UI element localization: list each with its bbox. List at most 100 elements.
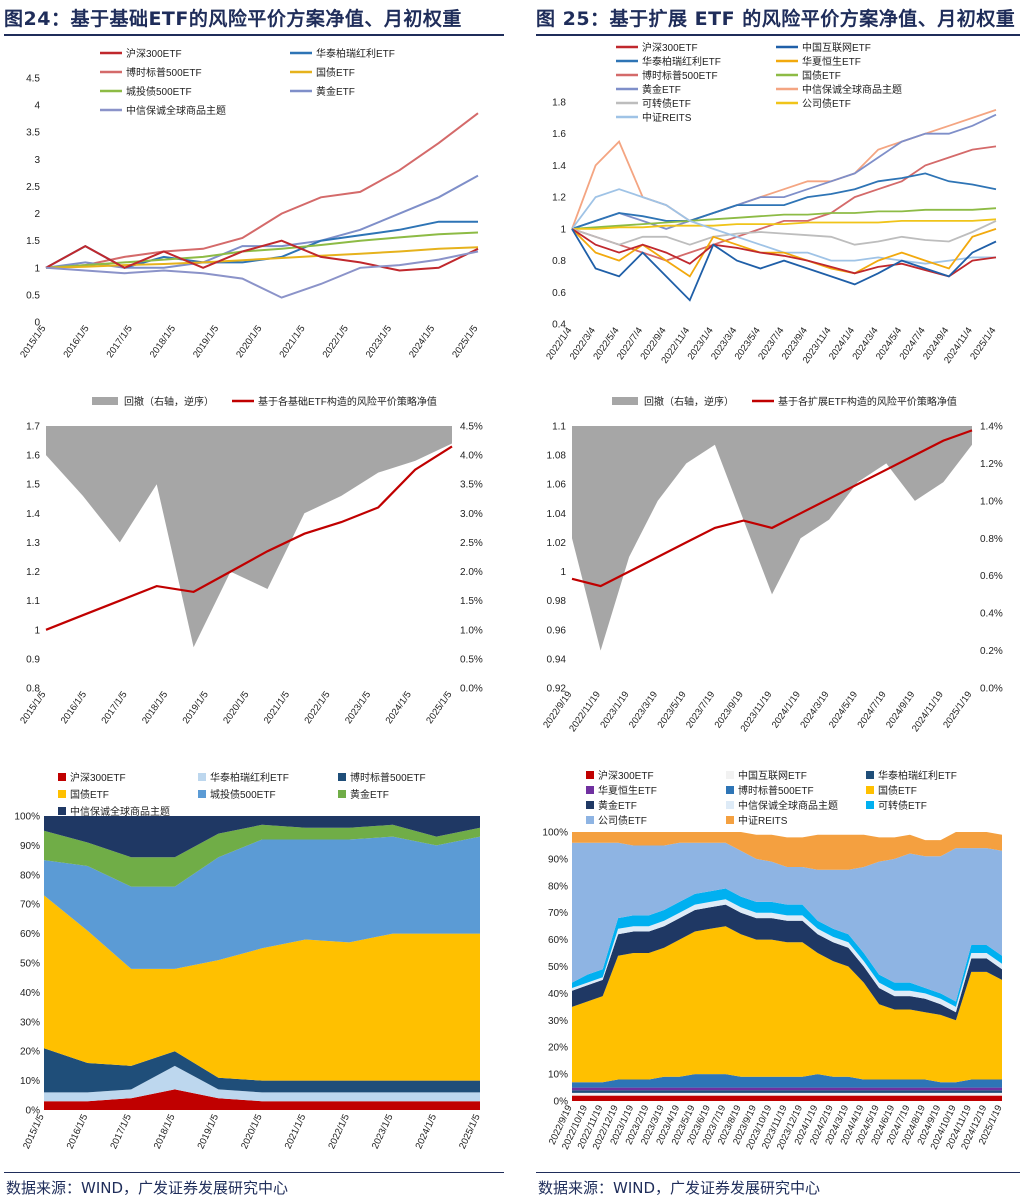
legend-swatch xyxy=(726,801,734,809)
x-tick-label: 2017/1/5 xyxy=(99,689,129,726)
y-tick-label: 80% xyxy=(20,870,40,881)
y-tick-label: 3.5 xyxy=(26,128,40,139)
legend-label: 国债ETF xyxy=(70,788,109,801)
legend-swatch xyxy=(92,397,118,405)
x-tick-label: 2022/1/5 xyxy=(326,1113,352,1151)
legend-swatch xyxy=(58,807,66,815)
stack-area xyxy=(572,1074,1002,1088)
y-tick-label: 3 xyxy=(34,155,40,166)
y-tick-label: 1.1 xyxy=(552,422,566,433)
series-line xyxy=(45,174,479,269)
x-tick-label: 2016/1/5 xyxy=(61,323,91,360)
stack-area xyxy=(572,832,1002,870)
y-tick-label: 0.4% xyxy=(980,609,1003,620)
legend-label: 博时标普500ETF xyxy=(642,69,718,82)
legend-swatch xyxy=(198,790,206,798)
stack-area xyxy=(44,895,480,1081)
legend-label: 华夏恒生ETF xyxy=(598,784,657,797)
series-line xyxy=(571,228,997,278)
y-tick-label: 0.2% xyxy=(980,646,1003,657)
legend-label: 基于各扩展ETF构造的风险平价策略净值 xyxy=(778,395,957,408)
y-tick-label: 0% xyxy=(554,1097,569,1108)
x-tick-label: 2018/1/5 xyxy=(152,1113,178,1151)
x-tick-label: 2023/1/5 xyxy=(364,323,394,360)
y-tick-label: 4.5% xyxy=(460,422,483,433)
y-tick-label: 90% xyxy=(548,854,568,865)
chart-left-weights: 沪深300ETF 华泰柏瑞红利ETF 博时标普500ETF 国债ETF 城投债500ET… xyxy=(14,771,483,1151)
nav-line xyxy=(45,445,453,631)
x-tick-label: 2020/1/5 xyxy=(221,689,251,726)
y-tick-label: 60% xyxy=(548,935,568,946)
y-tick-label: 0.98 xyxy=(547,596,567,607)
legend-label: 公司债ETF xyxy=(598,814,647,827)
series-line xyxy=(571,228,997,278)
y-tick-label: 1.0% xyxy=(460,625,483,636)
y-tick-label: 2.5 xyxy=(26,182,40,193)
y-tick-label: 1.06 xyxy=(547,480,567,491)
x-tick-label: 2022/1/5 xyxy=(321,323,351,360)
y-tick-label: 100% xyxy=(14,812,40,823)
x-tick-label: 2017/1/5 xyxy=(108,1113,134,1151)
y-tick-label: 70% xyxy=(20,900,40,911)
y-tick-label: 3.0% xyxy=(460,509,483,520)
stack-area xyxy=(44,816,480,858)
right-footer-rule xyxy=(536,1172,1020,1173)
series-line xyxy=(45,246,479,269)
y-tick-label: 0.96 xyxy=(547,625,567,636)
series-line xyxy=(571,113,997,230)
y-tick-label: 1.7 xyxy=(26,422,40,433)
legend-swatch xyxy=(866,771,874,779)
legend-label: 回撤（右轴，逆序） xyxy=(644,395,734,408)
x-tick-label: 2025/1/5 xyxy=(457,1113,483,1151)
stack-area xyxy=(572,1087,1002,1091)
y-tick-label: 0.0% xyxy=(980,684,1003,695)
y-tick-label: 1.2 xyxy=(26,567,40,578)
stack-area xyxy=(44,1089,480,1110)
x-tick-label: 2024/1/5 xyxy=(384,689,414,726)
legend-label: 沪深300ETF xyxy=(642,41,698,54)
y-tick-label: 1.5 xyxy=(26,236,40,247)
drawdown-area xyxy=(46,426,452,648)
y-tick-label: 20% xyxy=(548,1043,568,1054)
chart-right-nav-etfs: 沪深300ETF 中国互联网ETF 华泰柏瑞红利ETF 华夏恒生ETF 博时标普500E… xyxy=(544,41,998,366)
y-tick-label: 0.0% xyxy=(460,684,483,695)
legend-swatch xyxy=(586,786,594,794)
y-tick-label: 1.2% xyxy=(980,459,1003,470)
legend-label: 黄金ETF xyxy=(350,788,389,801)
y-tick-label: 1 xyxy=(560,224,566,235)
legend-swatch xyxy=(338,773,346,781)
legend-swatch xyxy=(612,397,638,405)
y-tick-label: 1.2 xyxy=(552,193,566,204)
x-tick-label: 2021/1/5 xyxy=(283,1113,309,1151)
legend-label: 城投债500ETF xyxy=(126,85,192,98)
legend-label: 黄金ETF xyxy=(316,85,355,98)
chart-left-nav-etfs: 沪深300ETF 华泰柏瑞红利ETF 博时标普500ETF 国债ETF 城投债500ET… xyxy=(18,47,480,360)
y-tick-label: 20% xyxy=(20,1047,40,1058)
x-tick-label: 2023/1/5 xyxy=(370,1113,396,1151)
legend-swatch xyxy=(58,790,66,798)
x-tick-label: 2021/1/5 xyxy=(277,323,307,360)
legend-swatch xyxy=(338,790,346,798)
y-tick-label: 30% xyxy=(20,1017,40,1028)
y-tick-label: 1.4 xyxy=(26,509,40,520)
stack-area xyxy=(44,1048,480,1093)
legend-label: 华泰柏瑞红利ETF xyxy=(316,47,395,60)
y-tick-label: 1.5% xyxy=(460,596,483,607)
y-tick-label: 0% xyxy=(26,1106,41,1117)
y-tick-label: 100% xyxy=(542,828,568,839)
series-line xyxy=(45,239,479,272)
y-tick-label: 0.4 xyxy=(552,320,566,331)
x-tick-label: 2025/1/5 xyxy=(450,323,480,360)
y-tick-label: 10% xyxy=(548,1070,568,1081)
right-title-rule xyxy=(536,34,1020,36)
legend-swatch xyxy=(866,801,874,809)
x-tick-label: 2024/1/5 xyxy=(414,1113,440,1151)
y-tick-label: 1.0% xyxy=(980,496,1003,507)
y-tick-label: 1.02 xyxy=(547,538,567,549)
stack-area xyxy=(572,888,1002,1007)
left-footer-rule xyxy=(4,1172,504,1173)
y-tick-label: 1.6 xyxy=(552,129,566,140)
y-tick-label: 0.94 xyxy=(547,654,567,665)
y-tick-label: 1.4 xyxy=(552,161,566,172)
nav-line xyxy=(571,429,973,588)
